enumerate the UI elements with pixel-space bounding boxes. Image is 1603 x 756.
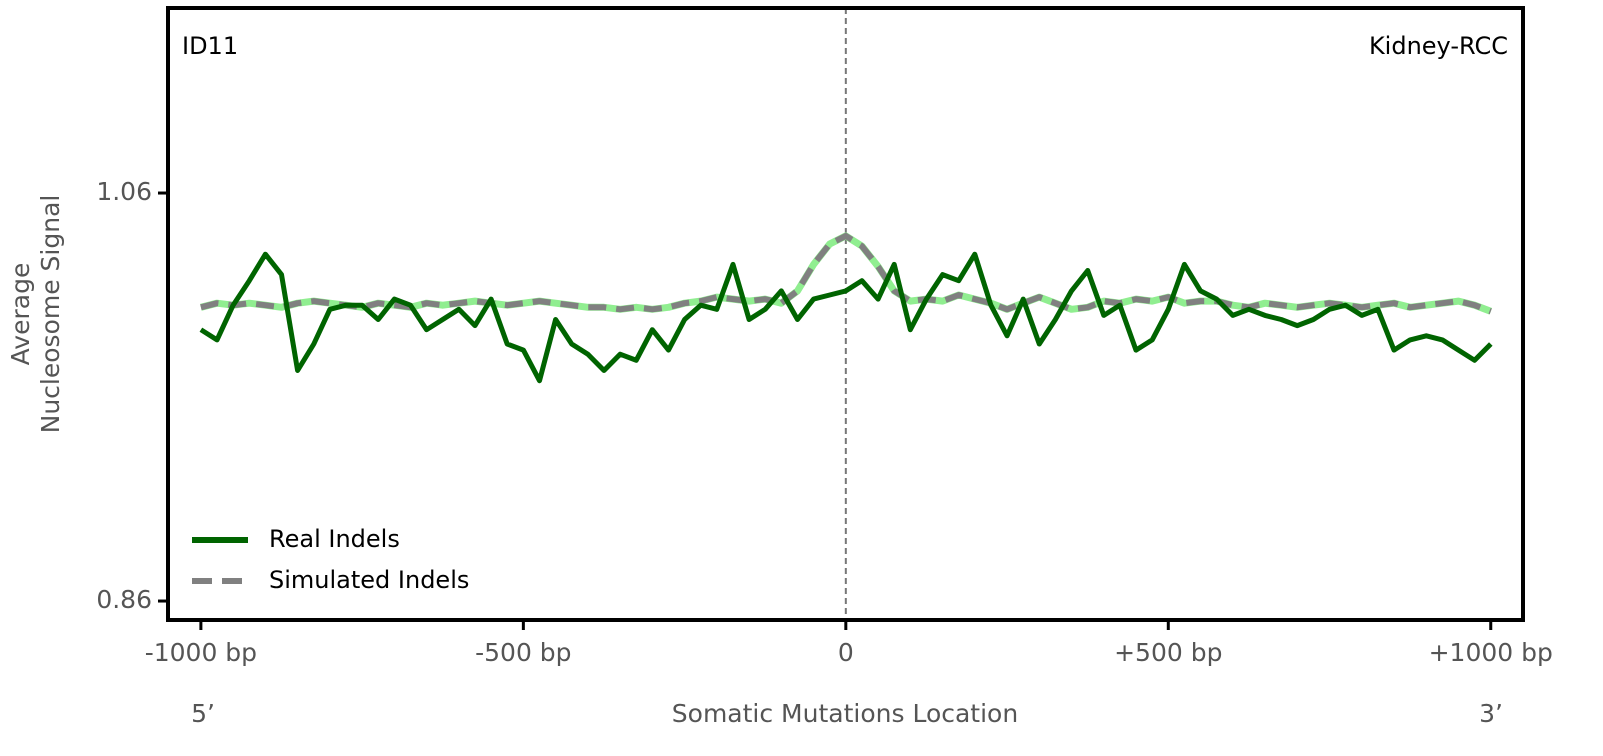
y-axis-label: Average [6,263,35,366]
y-tick-label: 1.06 [96,177,152,206]
series-line [199,251,1493,384]
y-tick-label: 0.86 [96,585,152,614]
x-axis-label: Somatic Mutations Location [672,699,1018,728]
annotation: Kidney-RCC [1369,32,1508,60]
x-tick-label: 0 [838,638,854,667]
legend-label: Simulated Indels [269,566,469,594]
annotation: ID11 [182,32,238,60]
plot-frame [166,6,1525,622]
x-end-label: 3’ [1479,699,1503,728]
x-tick-label: +1000 bp [1429,638,1553,667]
legend-label: Real Indels [269,525,400,553]
y-axis-label: Nucleosome Signal [36,195,65,434]
series-line [200,232,1492,315]
x-tick-label: +500 bp [1114,638,1222,667]
x-end-label: 5’ [191,699,215,728]
x-tick-label: -1000 bp [145,638,257,667]
x-tick-label: -500 bp [475,638,571,667]
